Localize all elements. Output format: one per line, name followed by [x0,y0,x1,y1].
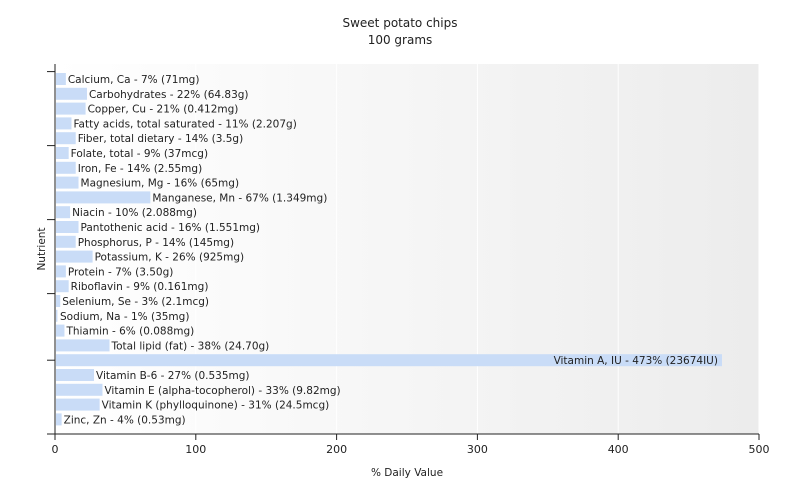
bar [56,117,72,130]
bar-label: Potassium, K - 26% (925mg) [95,252,245,264]
bar-label: Vitamin A, IU - 473% (23674IU) [554,355,718,367]
bar-label: Vitamin E (alpha-tocopherol) - 33% (9.82… [104,385,340,397]
bar [56,132,76,145]
bar [56,147,69,159]
bar-label: Pantothenic acid - 16% (1.551mg) [81,222,260,234]
bar [56,413,62,426]
x-tick-labels: 0 100 200 300 400 500 [52,443,770,456]
bar [56,339,110,352]
bar [56,265,66,278]
bar [56,73,66,85]
plot-area [55,64,759,434]
x-tick-label: 100 [185,443,206,456]
x-tick-label: 500 [749,443,770,456]
bar [56,235,76,248]
bar [56,87,87,100]
grid-lines [195,64,760,434]
bar-label: Total lipid (fat) - 38% (24.70g) [111,340,270,352]
bar-label: Zinc, Zn - 4% (0.53mg) [64,414,186,426]
x-axis-title: % Daily Value [371,467,443,479]
bar-label: Riboflavin - 9% (0.161mg) [71,281,209,293]
bar-label: Copper, Cu - 21% (0.412mg) [88,104,239,116]
x-tick-label: 300 [467,443,488,456]
bar-label: Magnesium, Mg - 16% (65mg) [81,178,240,190]
bar-label: Thiamin - 6% (0.088mg) [65,326,194,338]
x-tick-label: 200 [326,443,347,456]
bar-label: Calcium, Ca - 7% (71mg) [68,74,200,86]
bar [56,369,95,381]
bar [56,161,76,174]
axes [47,64,760,440]
bar-labels: Calcium, Ca - 7% (71mg) Carbohydrates - 2… [60,74,718,426]
bar-label: Protein - 7% (3.50g) [68,266,174,278]
bar [56,176,79,189]
bar [56,324,65,337]
bar-label: Niacin - 10% (2.088mg) [72,207,197,219]
bar-label: Selenium, Se - 3% (2.1mcg) [62,296,209,308]
bar-label: Phosphorus, P - 14% (145mg) [78,237,234,249]
bar [56,309,58,322]
bar-label: Folate, total - 9% (37mcg) [71,148,208,160]
chart-subtitle: 100 grams [368,33,433,47]
chart-title: Sweet potato chips [342,16,457,30]
bars [56,73,722,426]
bar [56,102,86,115]
bar [56,191,151,204]
bar [56,221,79,233]
bar-label: Fiber, total dietary - 14% (3.5g) [78,133,243,145]
bar-label: Vitamin K (phylloquinone) - 31% (24.5mcg… [102,400,330,412]
bar [56,280,69,293]
bar [56,250,93,263]
x-tick-label: 0 [52,443,59,456]
bar-label: Sodium, Na - 1% (35mg) [60,311,189,323]
bar [56,398,100,411]
x-tick-label: 400 [608,443,629,456]
bar-label: Iron, Fe - 14% (2.55mg) [78,163,202,175]
bar [56,295,61,307]
bar-label: Fatty acids, total saturated - 11% (2.20… [73,118,296,130]
bar [56,383,103,396]
bar [56,354,722,367]
bar-label: Vitamin B-6 - 27% (0.535mg) [96,370,250,382]
bar-label: Manganese, Mn - 67% (1.349mg) [152,192,327,204]
bar [56,206,71,219]
y-axis-title: Nutrient [36,227,48,270]
bar-label: Carbohydrates - 22% (64.83g) [89,89,249,101]
